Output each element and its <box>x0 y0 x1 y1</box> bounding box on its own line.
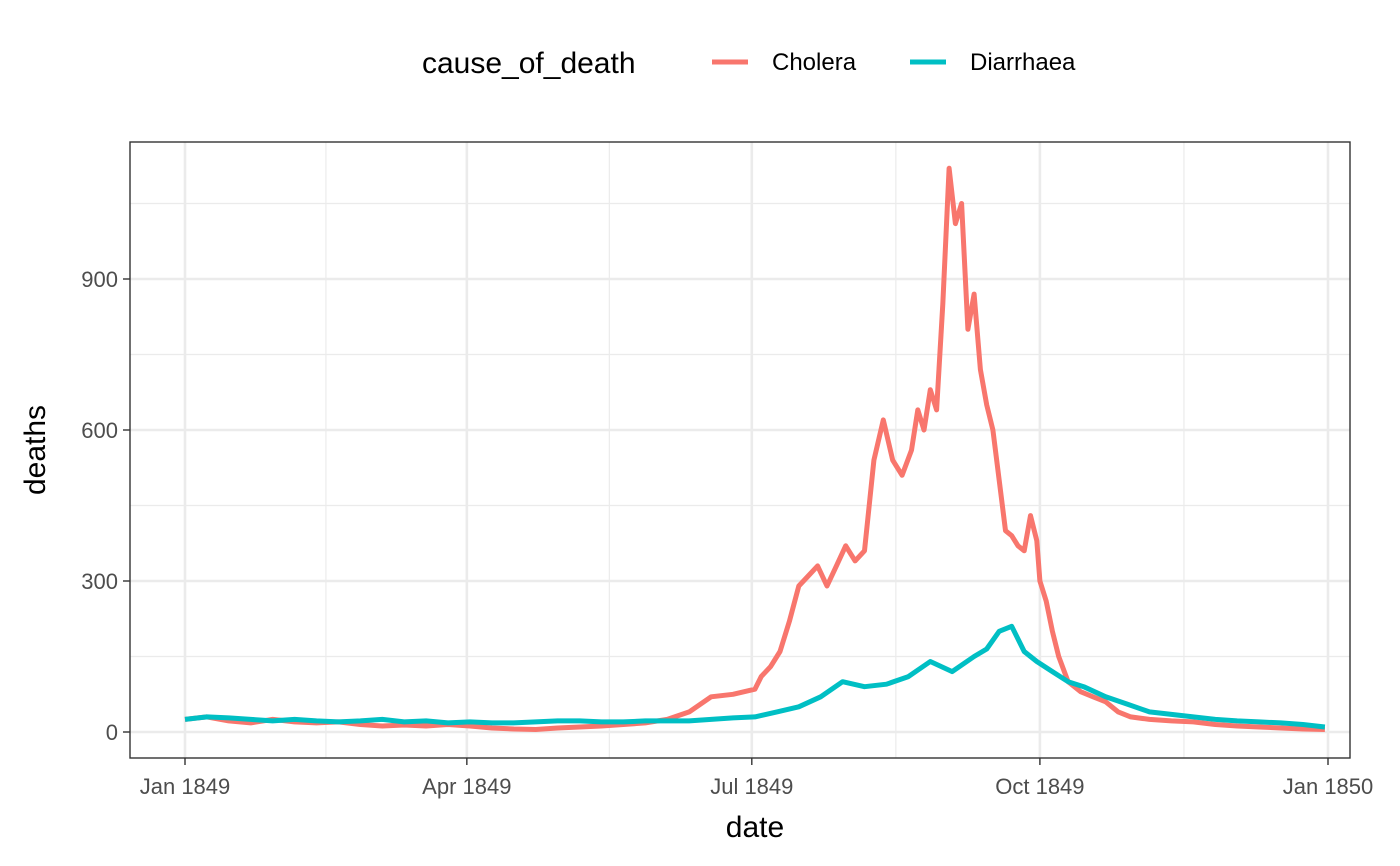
series-layer <box>184 165 1326 732</box>
x-tick-label: Jan 1849 <box>140 774 231 799</box>
x-axis: Jan 1849 Apr 1849 Jul 1849 Oct 1849 Jan 1850 <box>140 758 1374 799</box>
grid-minor <box>130 142 1350 758</box>
grid-major <box>130 142 1350 758</box>
legend-label-diarrhaea: Diarrhaea <box>970 49 1076 76</box>
series-line-diarrhaea <box>184 623 1326 730</box>
y-tick-label: 0 <box>106 720 118 745</box>
x-tick-label: Jan 1850 <box>1283 774 1374 799</box>
y-axis: 0 300 600 900 <box>81 267 130 745</box>
y-axis-title: deaths <box>19 405 52 495</box>
legend-label-cholera: Cholera <box>772 49 857 76</box>
legend-items: Cholera Diarrhaea <box>712 49 1076 76</box>
plot-area <box>129 141 1351 759</box>
x-axis-title: date <box>726 811 784 844</box>
plot-background <box>130 142 1350 758</box>
legend-title: cause_of_death <box>422 47 636 80</box>
y-tick-label: 900 <box>81 267 118 292</box>
y-tick-label: 300 <box>81 569 118 594</box>
x-tick-label: Oct 1849 <box>995 774 1084 799</box>
x-tick-label: Apr 1849 <box>422 774 511 799</box>
legend: cause_of_death Cholera Diarrhaea <box>422 47 1076 80</box>
x-tick-label: Jul 1849 <box>710 774 793 799</box>
plot-border <box>129 141 1351 759</box>
y-tick-label: 600 <box>81 418 118 443</box>
